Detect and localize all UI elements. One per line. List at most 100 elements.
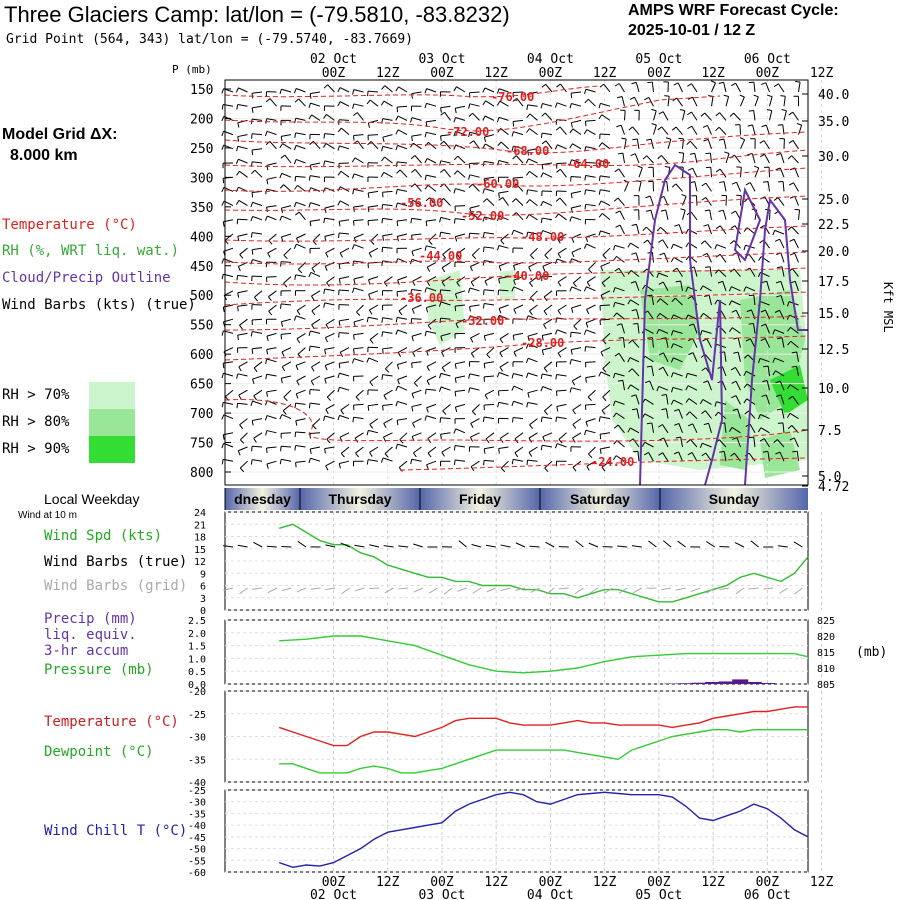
barb-flag: [499, 338, 504, 344]
barb-shaft: [781, 337, 785, 348]
barb-flag: [541, 140, 547, 145]
chill-panel-tick-label: -60: [188, 868, 206, 879]
wind-barb: [767, 94, 773, 107]
barb-flag: [527, 93, 530, 99]
wind-barb: [294, 402, 306, 409]
surface-wind-barb: [297, 540, 307, 548]
barb-shaft: [733, 268, 741, 277]
wind-barb: [525, 357, 538, 364]
barb-flag: [627, 242, 631, 248]
hour-tick-top: 00Z: [430, 66, 454, 81]
wind-barb: [731, 395, 741, 405]
barb-shaft: [740, 195, 742, 206]
barb-shaft: [793, 239, 799, 249]
wind-barb: [382, 403, 393, 411]
barb-shaft: [780, 295, 785, 306]
barb-shaft: [353, 219, 364, 222]
barb-flag: [413, 382, 419, 387]
grid-wind-barb: [675, 587, 686, 591]
barb-flag: [235, 159, 239, 165]
barb-flag: [555, 213, 559, 219]
barb-shaft: [706, 338, 712, 348]
barb-shaft: [716, 244, 727, 249]
barb-flag: [439, 318, 442, 324]
wind-barb: [584, 218, 596, 225]
barb-shaft: [661, 126, 669, 135]
barb-shaft: [252, 105, 263, 109]
wind-barb: [631, 309, 640, 320]
wind-barb: [382, 190, 393, 198]
barb-shaft: [585, 418, 596, 423]
wind-barb: [776, 152, 785, 164]
wind-barb: [253, 361, 263, 373]
barb-flag: [353, 278, 356, 285]
barb-shaft: [295, 402, 306, 405]
wind-barb: [294, 132, 306, 138]
barb-shaft: [774, 357, 785, 363]
barb-shaft: [599, 133, 611, 136]
barb-shaft: [690, 211, 698, 221]
wind-barb: [556, 460, 567, 467]
barb-flag: [670, 244, 674, 250]
barb-shaft: [646, 155, 654, 164]
barb-flag: [482, 198, 488, 203]
barb-flag: [775, 451, 781, 455]
barb-flag: [746, 309, 752, 313]
wind-barb: [789, 238, 799, 249]
barb-flag: [512, 417, 514, 423]
barb-shaft: [281, 303, 292, 306]
barb-shaft: [397, 161, 408, 164]
wind-barb: [721, 194, 727, 206]
wind-barb: [294, 98, 306, 107]
barb-flag: [238, 394, 242, 400]
wind-barb: [424, 287, 437, 293]
wind-barb: [294, 117, 306, 124]
wind-barb: [584, 346, 596, 352]
barb-flag: [527, 150, 529, 156]
barb-flag: [675, 280, 681, 283]
barb-shaft: [543, 304, 553, 312]
barb-flag: [425, 197, 431, 202]
barb-shaft: [498, 389, 509, 392]
barb-shaft: [571, 216, 582, 221]
barb-shaft: [470, 261, 480, 267]
dewpoint-line: [279, 729, 808, 774]
height-tick-label: 12.5: [818, 343, 849, 358]
barb-shaft: [692, 96, 698, 107]
barb-flag: [613, 197, 619, 202]
barb-shaft: [544, 404, 553, 412]
barb-shaft: [398, 86, 408, 93]
wind-barb: [235, 87, 248, 93]
barb-flag: [570, 93, 573, 99]
barb-flag: [644, 380, 650, 384]
barb-flag: [266, 179, 269, 185]
wind-barb: [791, 365, 799, 377]
barb-shaft: [354, 233, 364, 239]
barb-flag: [323, 160, 326, 166]
wind-barb: [309, 133, 321, 140]
wind-panel-tick-label: 9: [200, 569, 206, 580]
barb-shaft: [542, 217, 553, 221]
barb-flag: [739, 137, 745, 141]
wind-barb: [337, 386, 350, 393]
barb-flag: [239, 254, 244, 259]
barb-shaft: [311, 361, 321, 368]
barb-flag: [468, 212, 473, 218]
barb-flag: [356, 311, 361, 316]
barb-shaft: [353, 403, 364, 406]
barb-flag: [370, 240, 375, 245]
wind-barb: [482, 416, 495, 423]
wind-barb: [337, 127, 350, 135]
barb-flag: [775, 380, 781, 384]
wind-barb: [556, 389, 567, 396]
wind-barb: [412, 418, 422, 428]
wind-barb: [296, 332, 306, 344]
barb-flag: [525, 343, 529, 349]
barb-shaft: [673, 243, 683, 249]
barb-shaft: [310, 345, 321, 349]
barb-flag: [600, 266, 604, 272]
date-tick-top: 06 Oct: [744, 52, 791, 67]
barb-flag: [670, 343, 674, 349]
barb-shaft: [790, 340, 799, 348]
wind-barb: [685, 314, 698, 320]
